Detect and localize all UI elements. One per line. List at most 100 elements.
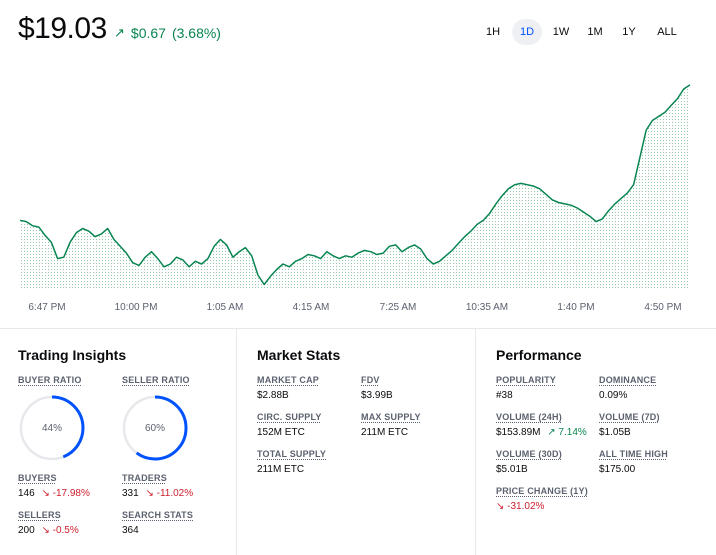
buyer-ratio-value: 44% bbox=[41, 422, 62, 434]
performance-panel: Performance POPULARITY #38 DOMINANCE 0.0… bbox=[496, 329, 706, 555]
traders-value-row: 331 ↘ -11.02% bbox=[122, 488, 193, 499]
volume-24h-value-row: $153.89M ↗ 7.14% bbox=[496, 427, 587, 438]
price-change: ↗ $0.67 (3.68%) bbox=[114, 25, 221, 41]
seller-ratio-stat: SELLER RATIO bbox=[122, 375, 190, 385]
popularity-label[interactable]: POPULARITY bbox=[496, 375, 557, 385]
volume-24h-change: ↗ 7.14% bbox=[547, 427, 587, 438]
total-supply-label[interactable]: TOTAL SUPPLY bbox=[257, 449, 327, 459]
circ-supply-stat: CIRC. SUPPLY 152M ETC bbox=[257, 412, 322, 438]
sellers-stat: SELLERS 200 ↘ -0.5% bbox=[18, 510, 79, 536]
volume-7d-stat: VOLUME (7D) $1.05B bbox=[599, 412, 660, 438]
volume-24h-value: $153.89M bbox=[496, 427, 541, 438]
search-stats-value: 364 bbox=[122, 525, 139, 536]
sellers-change: ↘ -0.5% bbox=[41, 525, 79, 536]
buyers-value-row: 146 ↘ -17.98% bbox=[18, 488, 90, 499]
x-tick-label: 7:25 AM bbox=[380, 302, 417, 313]
price-change-1y-stat: PRICE CHANGE (1Y) ↘ -31.02% bbox=[496, 486, 588, 512]
max-supply-stat: MAX SUPPLY 211M ETC bbox=[361, 412, 421, 438]
volume-7d-label[interactable]: VOLUME (7D) bbox=[599, 412, 660, 422]
fdv-value: $3.99B bbox=[361, 390, 393, 401]
market-stats-panel: Market Stats MARKET CAP $2.88B FDV $3.99… bbox=[257, 329, 467, 555]
arrow-up-right-icon: ↗ bbox=[114, 25, 125, 40]
search-stats-stat: SEARCH STATS 364 bbox=[122, 510, 193, 536]
price-change-1y-label[interactable]: PRICE CHANGE (1Y) bbox=[496, 486, 588, 496]
range-all-button[interactable]: ALL bbox=[657, 26, 677, 38]
x-tick-label: 4:50 PM bbox=[644, 302, 681, 313]
traders-stat: TRADERS 331 ↘ -11.02% bbox=[122, 473, 193, 499]
all-time-high-value: $175.00 bbox=[599, 464, 636, 475]
circ-supply-label[interactable]: CIRC. SUPPLY bbox=[257, 412, 322, 422]
section-divider bbox=[0, 328, 716, 329]
dominance-value: 0.09% bbox=[599, 390, 628, 401]
performance-title: Performance bbox=[496, 347, 582, 363]
max-supply-label[interactable]: MAX SUPPLY bbox=[361, 412, 421, 422]
seller-ratio-label[interactable]: SELLER RATIO bbox=[122, 375, 190, 385]
buyers-change: ↘ -17.98% bbox=[41, 488, 90, 499]
range-1m-button[interactable]: 1M bbox=[587, 26, 603, 38]
price-header: $19.03 ↗ $0.67 (3.68%) 1H 1D 1W 1M 1Y AL… bbox=[0, 0, 716, 62]
trading-insights-panel: Trading Insights BUYER RATIO 44% SELLER … bbox=[18, 329, 228, 555]
market-cap-label[interactable]: MARKET CAP bbox=[257, 375, 319, 385]
buyer-ratio-ring: 44% bbox=[19, 395, 85, 461]
range-1w-button[interactable]: 1W bbox=[552, 26, 570, 38]
x-tick-label: 1:05 AM bbox=[207, 302, 244, 313]
buyer-ratio-label[interactable]: BUYER RATIO bbox=[18, 375, 82, 385]
volume-30d-stat: VOLUME (30D) $5.01B bbox=[496, 449, 562, 475]
range-1y-button[interactable]: 1Y bbox=[622, 26, 636, 38]
price-area-fill bbox=[20, 84, 690, 291]
time-range-selector: 1H 1D 1W 1M 1Y ALL bbox=[478, 19, 686, 45]
column-divider bbox=[236, 329, 237, 555]
sellers-label[interactable]: SELLERS bbox=[18, 510, 61, 520]
traders-label[interactable]: TRADERS bbox=[122, 473, 167, 483]
seller-ratio-donut bbox=[122, 395, 188, 461]
total-supply-stat: TOTAL SUPPLY 211M ETC bbox=[257, 449, 326, 475]
dominance-label[interactable]: DOMINANCE bbox=[599, 375, 657, 385]
market-stats-title: Market Stats bbox=[257, 347, 341, 363]
fdv-label[interactable]: FDV bbox=[361, 375, 380, 385]
seller-ratio-value: 60% bbox=[144, 422, 165, 434]
seller-ratio-ring: 60% bbox=[122, 395, 188, 461]
x-tick-label: 6:47 PM bbox=[28, 302, 65, 313]
price-chart[interactable]: 6:47 PM 10:00 PM 1:05 AM 4:15 AM 7:25 AM 10:3… bbox=[0, 62, 716, 324]
market-cap-value: $2.88B bbox=[257, 390, 289, 401]
all-time-high-label[interactable]: ALL TIME HIGH bbox=[599, 449, 668, 459]
sellers-value-row: 200 ↘ -0.5% bbox=[18, 525, 79, 536]
traders-change: ↘ -11.02% bbox=[145, 488, 194, 499]
total-supply-value: 211M ETC bbox=[257, 464, 305, 475]
all-time-high-stat: ALL TIME HIGH $175.00 bbox=[599, 449, 668, 475]
volume-24h-stat: VOLUME (24H) $153.89M ↗ 7.14% bbox=[496, 412, 587, 438]
search-stats-label[interactable]: SEARCH STATS bbox=[122, 510, 194, 520]
x-tick-label: 4:15 AM bbox=[293, 302, 330, 313]
price-change-percent: (3.68%) bbox=[171, 25, 221, 41]
volume-30d-value: $5.01B bbox=[496, 464, 528, 475]
buyers-stat: BUYERS 146 ↘ -17.98% bbox=[18, 473, 90, 499]
x-tick-label: 10:35 AM bbox=[466, 302, 508, 313]
buyers-value: 146 bbox=[18, 488, 35, 499]
sellers-value: 200 bbox=[18, 525, 35, 536]
buyer-ratio-donut bbox=[19, 395, 85, 461]
volume-24h-label[interactable]: VOLUME (24H) bbox=[496, 412, 562, 422]
popularity-stat: POPULARITY #38 bbox=[496, 375, 556, 401]
dominance-stat: DOMINANCE 0.09% bbox=[599, 375, 656, 401]
market-cap-stat: MARKET CAP $2.88B bbox=[257, 375, 319, 401]
price-change-1y-value: ↘ -31.02% bbox=[496, 501, 545, 512]
trading-insights-title: Trading Insights bbox=[18, 347, 127, 363]
max-supply-value: 211M ETC bbox=[361, 427, 409, 438]
price-line bbox=[19, 84, 691, 286]
fdv-stat: FDV $3.99B bbox=[361, 375, 393, 401]
popularity-value: #38 bbox=[496, 390, 513, 401]
range-1h-button[interactable]: 1H bbox=[485, 26, 501, 38]
buyers-label[interactable]: BUYERS bbox=[18, 473, 57, 483]
price-change-amount: $0.67 bbox=[130, 25, 166, 41]
x-tick-label: 1:40 PM bbox=[557, 302, 594, 313]
volume-30d-label[interactable]: VOLUME (30D) bbox=[496, 449, 562, 459]
range-1d-button[interactable]: 1D bbox=[512, 19, 542, 45]
volume-7d-value: $1.05B bbox=[599, 427, 631, 438]
buyer-ratio-stat: BUYER RATIO bbox=[18, 375, 82, 385]
x-axis-ticks: 6:47 PM 10:00 PM 1:05 AM 4:15 AM 7:25 AM 10:3… bbox=[28, 302, 681, 313]
current-price: $19.03 bbox=[18, 12, 107, 45]
x-tick-label: 10:00 PM bbox=[115, 302, 158, 313]
column-divider bbox=[475, 329, 476, 555]
traders-value: 331 bbox=[122, 488, 139, 499]
price-chart-svg[interactable]: 6:47 PM 10:00 PM 1:05 AM 4:15 AM 7:25 AM 10:3… bbox=[0, 62, 716, 324]
